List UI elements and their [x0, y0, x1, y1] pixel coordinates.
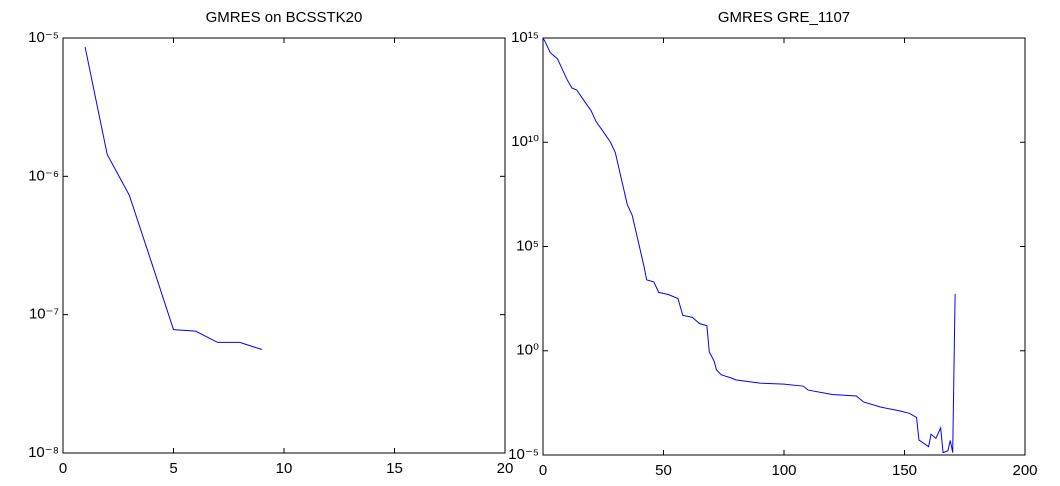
plot-frame: [542, 37, 1026, 456]
x-tick-label: 50: [655, 462, 672, 479]
y-tick-label: 10⁻⁷: [29, 306, 59, 323]
y-tick-label: 10⁻⁸: [28, 444, 59, 461]
x-tick-label: 200: [1012, 462, 1037, 479]
x-tick-label: 10: [276, 460, 293, 477]
y-tick-label: 10⁻⁵: [28, 29, 59, 46]
data-line: [84, 46, 263, 350]
plot-frame: [62, 37, 506, 454]
x-tick-label: 100: [771, 462, 796, 479]
y-tick-label: 10⁻⁶: [28, 167, 59, 184]
x-tick-label: 5: [169, 460, 177, 477]
x-tick-label: 150: [892, 462, 917, 479]
x-tick-label: 20: [497, 460, 514, 477]
y-tick-label: 10⁰: [516, 342, 539, 359]
x-tick-label: 0: [539, 462, 547, 479]
x-tick-label: 0: [59, 460, 67, 477]
y-tick-label: 10¹⁵: [511, 29, 539, 46]
y-tick-label: 10⁵: [516, 237, 539, 254]
y-tick-label: 10⁻⁵: [508, 446, 539, 463]
x-tick-label: 15: [386, 460, 403, 477]
chart-title: GMRES GRE_1107: [718, 9, 850, 26]
data-line: [542, 37, 956, 454]
chart-title: GMRES on BCSSTK20: [206, 9, 363, 26]
y-tick-label: 10¹⁰: [511, 133, 539, 150]
